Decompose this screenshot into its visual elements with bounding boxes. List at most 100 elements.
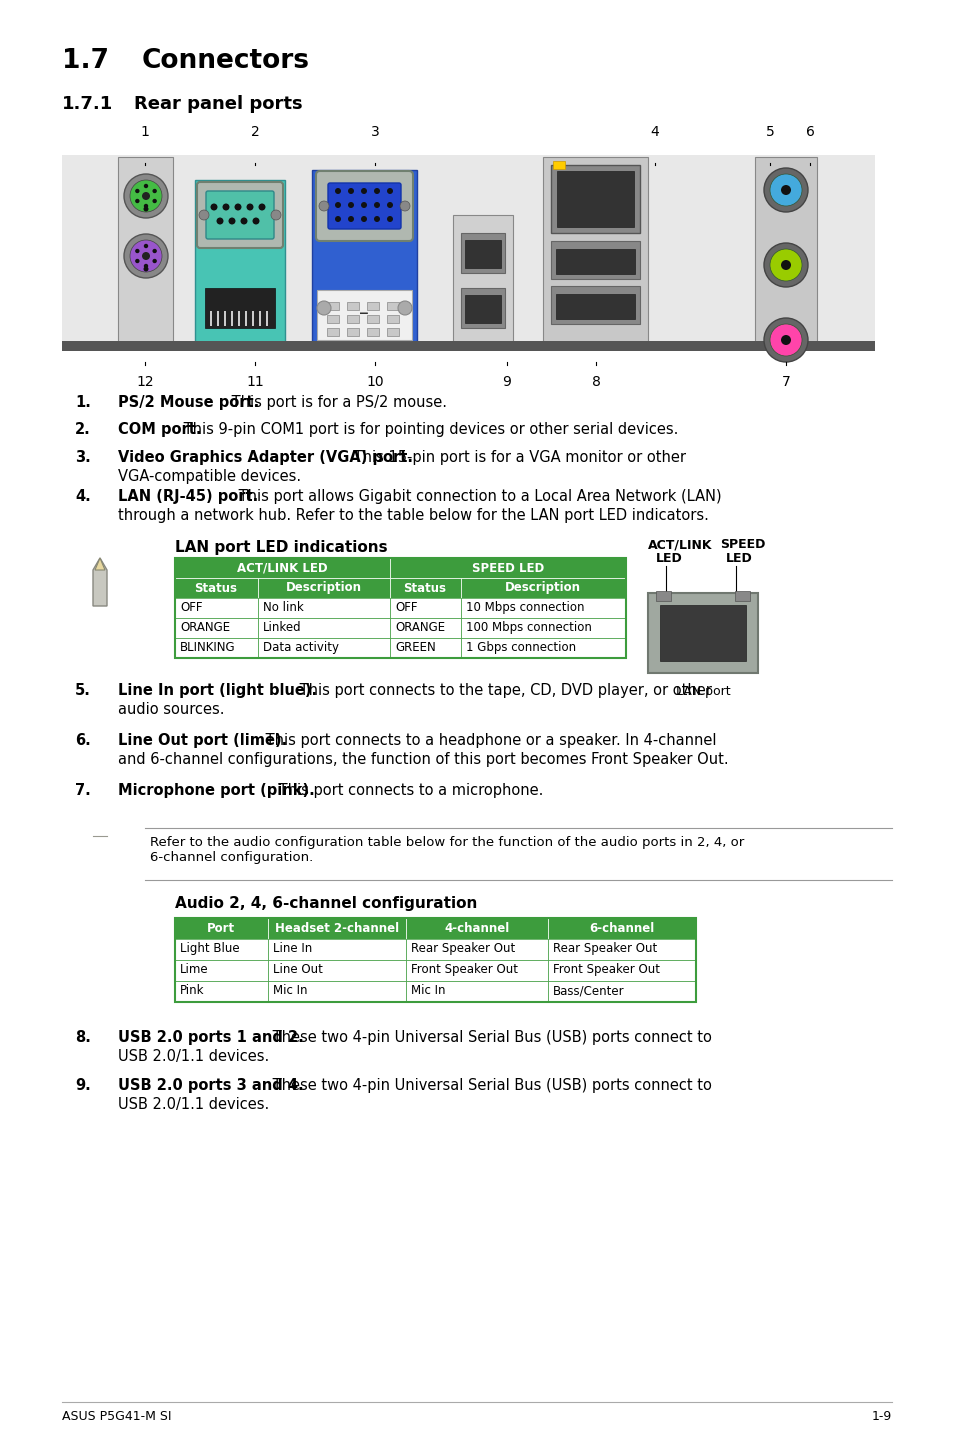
Circle shape	[199, 211, 209, 221]
Text: COM port.: COM port.	[118, 422, 201, 437]
Text: This port connects to a microphone.: This port connects to a microphone.	[274, 783, 543, 798]
Circle shape	[271, 211, 281, 221]
Circle shape	[769, 249, 801, 281]
Circle shape	[253, 218, 259, 225]
Bar	[174, 981, 268, 1002]
Text: Rear panel ports: Rear panel ports	[133, 95, 302, 113]
FancyBboxPatch shape	[196, 182, 283, 248]
Text: No link: No link	[263, 601, 303, 614]
Circle shape	[135, 199, 139, 203]
Bar	[268, 981, 406, 1002]
Circle shape	[316, 301, 331, 315]
Bar	[268, 959, 406, 981]
FancyBboxPatch shape	[206, 190, 274, 239]
Text: Mic In: Mic In	[411, 984, 445, 997]
Circle shape	[335, 202, 340, 208]
Circle shape	[318, 200, 329, 211]
Bar	[174, 619, 257, 639]
Bar	[460, 579, 625, 599]
Text: SPEED: SPEED	[720, 538, 764, 551]
Bar	[257, 599, 390, 619]
Bar	[387, 328, 398, 337]
Text: Data activity: Data activity	[263, 642, 338, 654]
Bar	[547, 959, 696, 981]
Bar	[556, 249, 635, 274]
Bar	[210, 311, 212, 326]
Circle shape	[781, 185, 790, 195]
Circle shape	[360, 216, 367, 222]
Bar	[460, 599, 625, 619]
Text: This port connects to the tape, CD, DVD player, or other: This port connects to the tape, CD, DVD …	[294, 683, 711, 697]
Bar	[367, 328, 378, 337]
Bar	[266, 311, 268, 326]
Bar	[390, 639, 460, 657]
Bar	[347, 328, 358, 337]
Bar	[553, 160, 564, 169]
Circle shape	[348, 202, 354, 208]
Bar	[547, 981, 696, 1002]
Bar	[252, 311, 253, 326]
Text: Front Speaker Out: Front Speaker Out	[411, 962, 517, 977]
Text: Connectors: Connectors	[142, 49, 310, 74]
Text: ASUS P5G41-M SI: ASUS P5G41-M SI	[62, 1411, 172, 1423]
Text: Pink: Pink	[180, 984, 204, 997]
Circle shape	[374, 216, 379, 222]
Bar	[174, 558, 390, 579]
Circle shape	[143, 266, 149, 272]
Text: ACT/LINK: ACT/LINK	[647, 538, 712, 551]
Text: Microphone port (pink).: Microphone port (pink).	[118, 783, 314, 798]
Circle shape	[144, 203, 148, 208]
Text: 1.: 1.	[75, 395, 91, 410]
Text: 6: 6	[804, 125, 814, 139]
Bar	[460, 233, 504, 274]
Text: 100 Mbps connection: 100 Mbps connection	[465, 621, 591, 634]
Text: 4.: 4.	[75, 488, 91, 504]
Bar	[174, 939, 268, 959]
Bar	[547, 939, 696, 959]
Text: OFF: OFF	[180, 601, 202, 614]
Bar	[347, 302, 358, 309]
Bar	[367, 315, 378, 324]
Bar	[194, 180, 285, 344]
Text: Line Out port (lime).: Line Out port (lime).	[118, 733, 287, 748]
Text: Front Speaker Out: Front Speaker Out	[553, 962, 659, 977]
Text: Line Out: Line Out	[273, 962, 322, 977]
Bar	[257, 619, 390, 639]
Circle shape	[769, 175, 801, 206]
Text: 3: 3	[370, 125, 379, 139]
Bar	[390, 619, 460, 639]
Bar	[174, 918, 268, 939]
Bar	[258, 311, 261, 326]
Text: Mic In: Mic In	[273, 984, 307, 997]
FancyBboxPatch shape	[315, 170, 413, 241]
Circle shape	[360, 188, 367, 193]
Text: 6.: 6.	[75, 733, 91, 748]
Text: GREEN: GREEN	[395, 642, 436, 654]
Circle shape	[348, 216, 354, 222]
Bar	[268, 918, 406, 939]
Bar	[464, 295, 500, 324]
Text: Headset 2-channel: Headset 2-channel	[274, 922, 398, 935]
Circle shape	[152, 199, 156, 203]
Bar	[647, 593, 758, 673]
Bar	[551, 286, 639, 324]
Text: Description: Description	[286, 581, 361, 594]
Text: Description: Description	[504, 581, 580, 594]
Bar	[316, 291, 412, 339]
Circle shape	[781, 335, 790, 345]
Bar	[659, 604, 745, 662]
Circle shape	[374, 188, 379, 193]
Bar	[216, 311, 219, 326]
Text: Rear Speaker Out: Rear Speaker Out	[411, 942, 515, 955]
Bar	[174, 959, 268, 981]
Text: These two 4-pin Universal Serial Bus (USB) ports connect to: These two 4-pin Universal Serial Bus (US…	[268, 1030, 711, 1045]
Polygon shape	[92, 558, 107, 606]
Text: 7.: 7.	[75, 783, 91, 798]
Text: and 6-channel configurations, the function of this port becomes Front Speaker Ou: and 6-channel configurations, the functi…	[118, 752, 728, 768]
Circle shape	[763, 318, 807, 362]
Bar	[453, 215, 513, 344]
Text: ACT/LINK LED: ACT/LINK LED	[236, 561, 327, 574]
Bar	[387, 315, 398, 324]
Text: 10 Mbps connection: 10 Mbps connection	[465, 601, 584, 614]
Text: 7: 7	[781, 375, 789, 390]
